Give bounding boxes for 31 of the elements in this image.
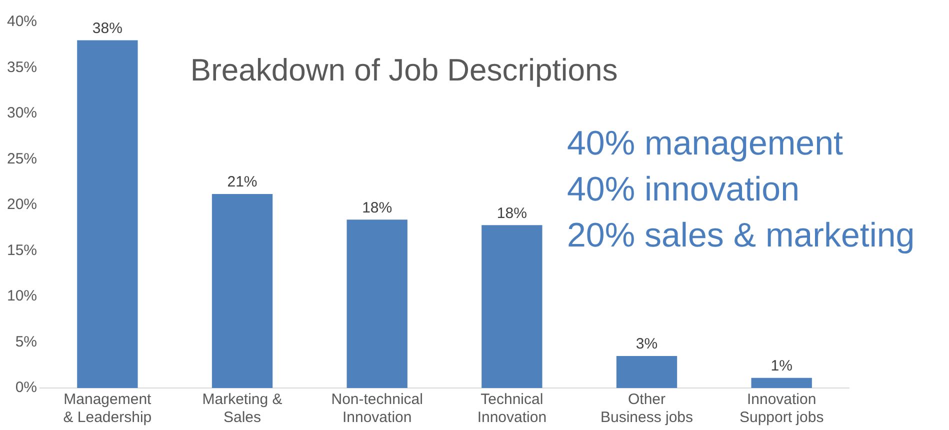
bar xyxy=(482,225,542,388)
bar xyxy=(212,194,273,388)
data-label: 21% xyxy=(227,174,258,191)
data-label: 18% xyxy=(362,199,392,216)
y-tick-label: 40% xyxy=(6,13,38,30)
y-tick-label: 10% xyxy=(6,288,38,305)
text: Breakdown of Job Descriptions xyxy=(190,52,618,88)
y-tick-label: 35% xyxy=(6,58,38,76)
y-tick-label: 15% xyxy=(6,242,38,259)
x-tick-label: Management & Leadership xyxy=(63,391,152,426)
y-tick-label: 25% xyxy=(6,150,38,168)
y-tick-label: 0% xyxy=(15,379,38,396)
annotation: 40% innovation xyxy=(567,170,800,208)
bar xyxy=(751,378,812,388)
annotation: 20% sales & marketing xyxy=(567,216,915,254)
x-tick-label: Marketing & Sales xyxy=(202,391,282,426)
data-label: 1% xyxy=(770,358,792,375)
data-label: 3% xyxy=(636,336,658,353)
bar xyxy=(616,356,678,388)
x-tick-label: Other Business jobs xyxy=(600,391,694,426)
y-tick-label: 5% xyxy=(15,333,38,350)
y-tick-label: 30% xyxy=(6,104,38,122)
data-label: 38% xyxy=(92,20,122,37)
bar xyxy=(346,220,408,388)
y-tick-label: 20% xyxy=(6,196,38,214)
data-label: 18% xyxy=(496,204,527,222)
x-tick-label: Innovation Support jobs xyxy=(739,391,824,426)
x-tick-label: Non-technical Innovation xyxy=(331,391,423,426)
bar xyxy=(77,40,138,388)
annotation: 40% management xyxy=(567,124,844,162)
x-tick-label: Technical Innovation xyxy=(477,391,547,426)
